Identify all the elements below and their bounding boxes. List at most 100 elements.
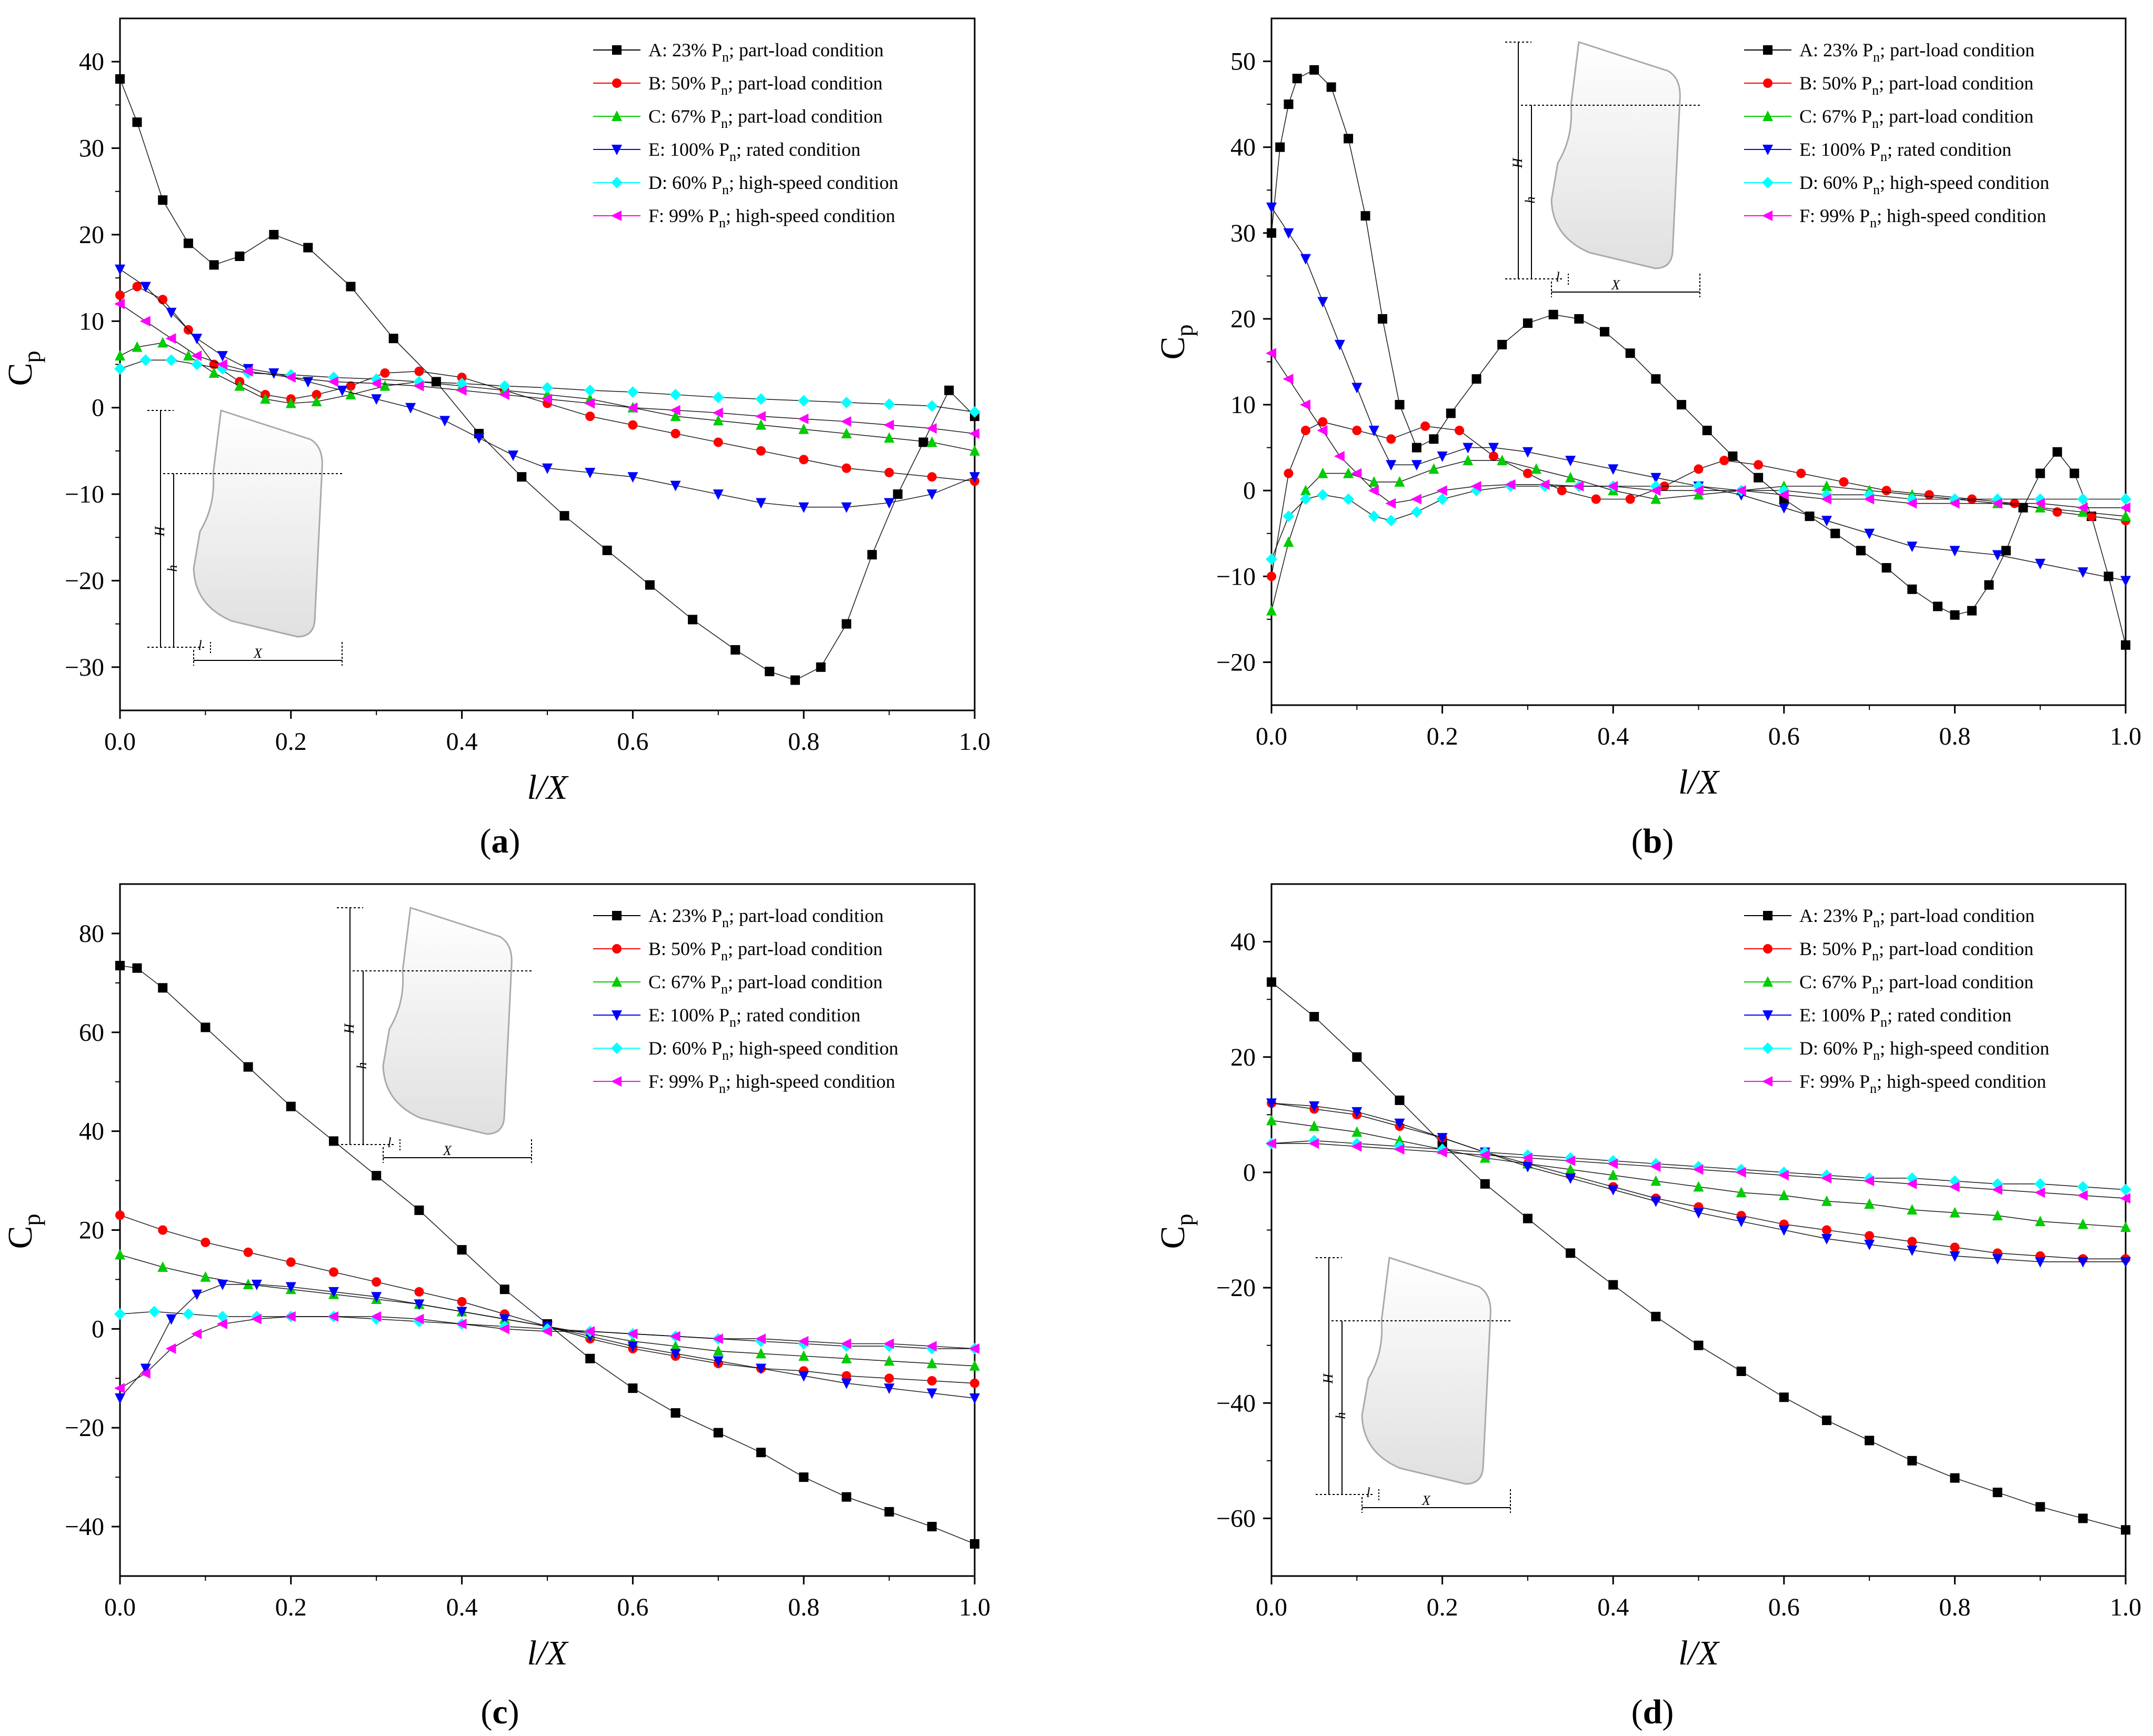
y-tick-label: −40 xyxy=(65,1513,104,1541)
data-point xyxy=(1651,1311,1661,1321)
turbine-blade-inset: Hh l X xyxy=(147,409,343,666)
data-point xyxy=(1283,510,1295,523)
data-point xyxy=(251,1313,262,1324)
data-point xyxy=(755,411,766,422)
dim-label-h: h xyxy=(1523,197,1538,204)
data-point xyxy=(755,1333,766,1344)
legend-label: F: 99% Pn; high-speed condition xyxy=(1799,205,2046,230)
data-point xyxy=(1991,1184,2002,1195)
data-point xyxy=(1650,485,1661,496)
data-point xyxy=(1275,142,1285,152)
data-point xyxy=(2035,1257,2046,1268)
data-point xyxy=(969,1343,979,1354)
data-point xyxy=(1267,228,1276,238)
data-point xyxy=(474,433,485,444)
data-point xyxy=(1410,506,1423,518)
data-point xyxy=(1864,1198,1875,1209)
dim-label-H: H xyxy=(152,526,167,537)
x-tick-label: 0.8 xyxy=(1939,723,1970,750)
data-point xyxy=(191,350,202,362)
legend-label: E: 100% Pn; rated condition xyxy=(648,139,860,164)
panel-c: 0.0 0.2 0.4 0.6 0.8 1.0 −40 −20 0 20 40 60 80 l/X Cp Hh… xyxy=(1,883,990,1731)
data-point xyxy=(1907,1237,1917,1247)
data-point xyxy=(414,366,424,376)
data-point xyxy=(251,1279,262,1290)
legend-label: D: 60% Pn; high-speed condition xyxy=(648,172,898,197)
x-tick-label: 0.6 xyxy=(617,728,648,756)
data-point xyxy=(756,419,766,430)
data-point xyxy=(388,334,398,344)
data-point xyxy=(1881,486,1891,496)
x-tick-label: 0.0 xyxy=(104,728,136,756)
data-point xyxy=(1317,489,1329,501)
data-point xyxy=(1395,400,1405,410)
data-point xyxy=(139,1368,151,1379)
data-point xyxy=(1300,426,1310,435)
legend-marker xyxy=(612,944,622,954)
dim-label-H: H xyxy=(1320,1373,1336,1384)
y-tick-label: −20 xyxy=(1216,1274,1256,1302)
legend-marker xyxy=(1762,1042,1774,1054)
data-point xyxy=(926,489,937,500)
legend-label: F: 99% Pn; high-speed condition xyxy=(648,205,895,230)
panel-a: 0.0 0.2 0.4 0.6 0.8 1.0 −30 −20 −10 0 10 20 30 40 l/X C… xyxy=(1,17,990,860)
data-point xyxy=(191,1328,202,1339)
data-point xyxy=(1907,541,1918,553)
data-point xyxy=(139,354,152,366)
data-point xyxy=(670,1408,680,1418)
data-point xyxy=(413,380,424,392)
legend-marker xyxy=(1763,111,1773,121)
data-point xyxy=(1420,421,1430,431)
y-tick-label: 40 xyxy=(1230,134,1256,162)
data-point xyxy=(1266,348,1276,359)
data-point xyxy=(1385,498,1396,509)
data-point xyxy=(842,619,852,629)
data-point xyxy=(235,252,245,262)
panel-b: 0.0 0.2 0.4 0.6 0.8 1.0 −20 −10 0 10 20 30 40 50 l/X Cp… xyxy=(1154,17,2141,860)
y-tick-label: −60 xyxy=(1216,1504,1256,1532)
data-point xyxy=(1497,455,1508,466)
data-point xyxy=(1471,374,1481,384)
data-point xyxy=(669,1331,680,1342)
legend: A: 23% Pn; part-load condition B: 50% Pn;… xyxy=(1744,905,2049,1096)
data-point xyxy=(346,381,356,391)
data-point xyxy=(413,1313,424,1324)
blade-outline xyxy=(382,907,513,1135)
data-point xyxy=(132,963,142,973)
data-point xyxy=(312,390,322,400)
data-point xyxy=(798,1350,809,1361)
y-axis-title-main: C xyxy=(1154,1226,1192,1249)
dim-label-X: X xyxy=(443,1143,452,1158)
data-point xyxy=(1521,1152,1533,1163)
legend-marker xyxy=(1763,911,1773,920)
data-point xyxy=(969,472,980,483)
data-point xyxy=(1522,1161,1533,1172)
series-f xyxy=(114,298,979,439)
series-line xyxy=(119,965,975,1544)
legend-label: B: 50% Pn; part-load condition xyxy=(1799,73,2034,98)
series-b xyxy=(1267,417,2130,581)
x-axis-title: l/X xyxy=(1678,1634,1720,1672)
data-point xyxy=(926,400,938,412)
x-tick-label: 0.0 xyxy=(1256,1593,1287,1621)
turbine-blade-inset: Hh l X xyxy=(337,907,532,1163)
x-tick-label: 0.4 xyxy=(446,728,478,756)
data-point xyxy=(1565,1163,1576,1175)
legend-marker xyxy=(611,210,622,221)
data-point xyxy=(1992,1488,2002,1498)
data-point xyxy=(139,316,151,327)
data-point xyxy=(1351,468,1362,479)
data-point xyxy=(1573,481,1584,492)
legend-label: F: 99% Pn; high-speed condition xyxy=(648,1071,895,1096)
y-tick-label: −20 xyxy=(1216,648,1256,676)
data-point xyxy=(1488,451,1498,461)
series-e xyxy=(1266,1098,2131,1268)
data-point xyxy=(627,1341,638,1352)
data-point xyxy=(1300,254,1311,265)
x-tick-label: 0.2 xyxy=(275,728,307,756)
data-point xyxy=(2052,447,2062,457)
data-point xyxy=(1463,455,1474,466)
data-point xyxy=(893,489,903,499)
data-point xyxy=(627,1328,638,1339)
data-point xyxy=(1539,479,1550,490)
